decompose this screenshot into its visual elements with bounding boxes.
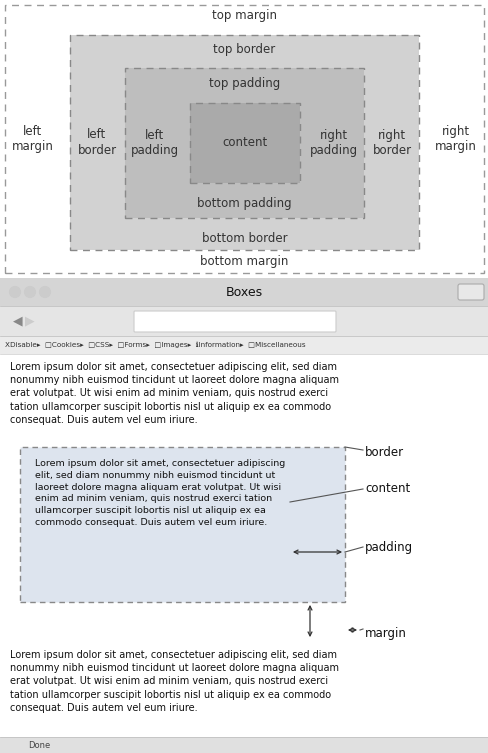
Text: bottom border: bottom border <box>201 231 287 245</box>
Text: top border: top border <box>213 42 275 56</box>
Text: left
padding: left padding <box>131 129 179 157</box>
Bar <box>70 35 418 250</box>
FancyBboxPatch shape <box>134 311 335 332</box>
Text: right
padding: right padding <box>309 129 357 157</box>
Text: right
border: right border <box>372 129 411 157</box>
Text: Lorem ipsum dolor sit amet, consectetuer adipiscing elit, sed diam
nonummy nibh : Lorem ipsum dolor sit amet, consectetuer… <box>10 362 338 425</box>
Text: bottom padding: bottom padding <box>197 197 291 209</box>
Circle shape <box>9 286 20 297</box>
FancyBboxPatch shape <box>457 284 483 300</box>
Circle shape <box>40 286 50 297</box>
Text: XDisable▸  □Cookies▸  □CSS▸  □Forms▸  □Images▸  ℹInformation▸  □Miscellaneous: XDisable▸ □Cookies▸ □CSS▸ □Forms▸ □Image… <box>5 342 305 348</box>
Text: left
border: left border <box>77 129 116 157</box>
Text: top padding: top padding <box>208 77 280 90</box>
Bar <box>0 306 488 336</box>
Text: content: content <box>222 136 267 150</box>
Text: ◀: ◀ <box>13 315 23 328</box>
Text: margin: margin <box>364 627 406 641</box>
Bar <box>125 68 363 218</box>
Text: content: content <box>364 483 409 495</box>
Text: border: border <box>364 446 403 459</box>
Text: top margin: top margin <box>212 8 276 22</box>
Bar <box>0 336 488 354</box>
Bar <box>20 447 345 602</box>
Text: padding: padding <box>364 541 412 553</box>
Text: Done: Done <box>28 740 50 749</box>
Text: right
margin: right margin <box>434 125 476 153</box>
Bar <box>0 354 488 737</box>
Text: bottom margin: bottom margin <box>200 255 288 267</box>
Bar <box>125 68 363 218</box>
Bar <box>0 278 488 306</box>
Bar <box>0 737 488 753</box>
Circle shape <box>24 286 36 297</box>
Bar <box>190 103 299 183</box>
Text: Lorem ipsum dolor sit amet, consectetuer adipiscing
elit, sed diam nonummy nibh : Lorem ipsum dolor sit amet, consectetuer… <box>35 459 285 527</box>
Bar <box>70 35 418 250</box>
Bar <box>190 103 299 183</box>
Text: Boxes: Boxes <box>225 285 263 298</box>
Text: left
margin: left margin <box>12 125 54 153</box>
Text: Lorem ipsum dolor sit amet, consectetuer adipiscing elit, sed diam
nonummy nibh : Lorem ipsum dolor sit amet, consectetuer… <box>10 650 338 713</box>
Text: ▶: ▶ <box>25 315 35 328</box>
